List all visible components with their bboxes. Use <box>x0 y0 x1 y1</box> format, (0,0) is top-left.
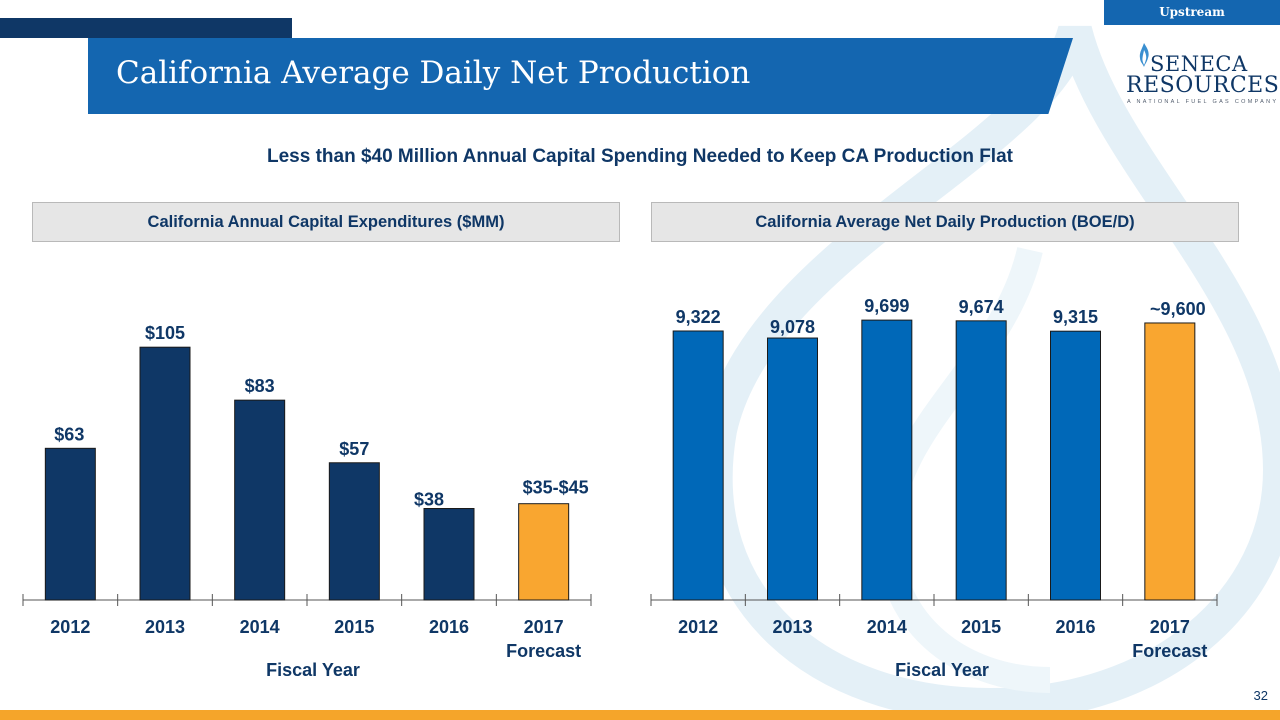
header-accent-strip <box>0 18 292 38</box>
page-number: 32 <box>1253 688 1268 703</box>
x-tick-label: 2015 <box>961 617 1001 637</box>
data-label: 9,078 <box>770 317 815 337</box>
slide-subtitle: Less than $40 Million Annual Capital Spe… <box>266 146 1013 167</box>
bar-2016 <box>423 508 475 601</box>
flame-icon <box>1139 43 1149 67</box>
logo-line-2: RESOURCES <box>1126 73 1280 98</box>
x-tick-label: 2012 <box>678 617 718 637</box>
data-label: $83 <box>245 376 275 396</box>
footer-accent-bar <box>0 710 1280 720</box>
bar-2013 <box>139 346 191 601</box>
bar-2015 <box>328 462 380 601</box>
x-tick-label: 2014 <box>867 617 907 637</box>
bar-2015 <box>955 320 1007 601</box>
data-label: 9,674 <box>959 297 1004 317</box>
data-label: 9,315 <box>1053 307 1098 327</box>
logo-tagline: A NATIONAL FUEL GAS COMPANY <box>1127 99 1279 105</box>
page-title: California Average Daily Net Production <box>116 55 751 91</box>
data-label: ~9,600 <box>1150 299 1206 319</box>
x-tick-sublabel: Forecast <box>1132 641 1207 661</box>
data-label: $57 <box>339 439 369 459</box>
bar-2012 <box>672 330 724 601</box>
x-tick-label: 2017 <box>1150 617 1190 637</box>
x-tick-label: 2013 <box>145 617 185 637</box>
data-label: 9,322 <box>676 307 721 327</box>
x-axis-title: Fiscal Year <box>895 660 989 680</box>
bar-2016 <box>1050 330 1101 601</box>
x-tick-label: 2017 <box>524 617 564 637</box>
bar-2017-forecast <box>518 503 570 601</box>
x-tick-label: 2016 <box>1055 617 1095 637</box>
bar-2013 <box>767 337 818 601</box>
title-banner <box>88 38 1073 114</box>
data-label: $63 <box>54 424 84 444</box>
bar-2014 <box>234 399 286 601</box>
x-tick-label: 2012 <box>50 617 90 637</box>
bar-2012 <box>44 447 96 601</box>
data-label: $38 <box>414 490 444 510</box>
bar-2017-forecast <box>1144 322 1196 601</box>
x-tick-label: 2014 <box>240 617 280 637</box>
production-chart-title: California Average Net Daily Production … <box>651 202 1239 242</box>
x-tick-label: 2015 <box>334 617 374 637</box>
logo-line-1: SENECA <box>1150 52 1248 76</box>
x-axis-title: Fiscal Year <box>266 660 360 680</box>
section-tag: Upstream <box>1104 0 1280 25</box>
x-tick-label: 2016 <box>429 617 469 637</box>
data-label: $35-$45 <box>523 478 589 498</box>
x-tick-label: 2013 <box>772 617 812 637</box>
seneca-resources-logo: SENECA RESOURCES A NATIONAL FUEL GAS COM… <box>1118 42 1279 108</box>
data-label: $105 <box>145 323 185 343</box>
data-label: 9,699 <box>864 296 909 316</box>
capex-chart-title: California Annual Capital Expenditures (… <box>32 202 620 242</box>
x-tick-sublabel: Forecast <box>506 641 581 661</box>
bar-2014 <box>861 319 913 601</box>
